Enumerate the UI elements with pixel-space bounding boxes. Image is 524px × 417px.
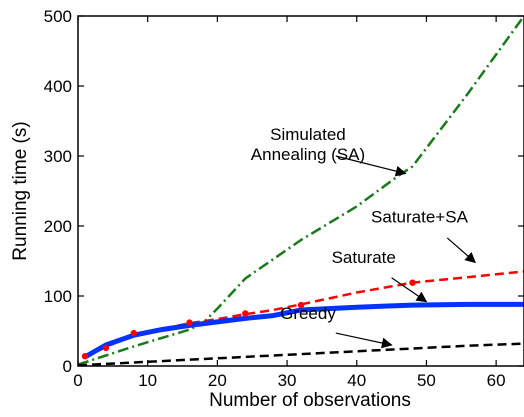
x-tick-label-30: 30 <box>278 371 297 390</box>
annotation-arrow-greedy <box>335 332 393 349</box>
annotation-label-greedy: Greedy <box>280 304 336 323</box>
x-axis-label: Number of observations <box>209 390 411 411</box>
x-tick-label-10: 10 <box>138 371 157 390</box>
x-tick-label-20: 20 <box>208 371 227 390</box>
marker-layer <box>81 279 416 360</box>
annotation-arrow-saturate-sa <box>446 237 477 264</box>
annotation-layer: Simulated Annealing (SA) Saturate+SA Satura… <box>251 125 477 349</box>
data-point-marker-6 <box>409 279 416 286</box>
annotation-label-saturate-sa: Saturate+SA <box>371 208 469 227</box>
y-tick-label-300: 300 <box>44 147 72 166</box>
x-tick-label-0: 0 <box>73 371 82 390</box>
series-line-greedy <box>77 342 524 367</box>
data-point-marker-2 <box>130 329 137 337</box>
y-tick-label-500: 500 <box>44 7 72 26</box>
annotation-arrow-simulated-annealing-sa <box>335 155 407 177</box>
plot-frame <box>77 15 524 367</box>
x-tick-label-40: 40 <box>347 371 366 390</box>
y-tick-label-100: 100 <box>44 287 72 306</box>
x-tick-label-60: 60 <box>487 371 506 390</box>
data-point-marker-0 <box>81 353 89 360</box>
data-point-marker-4 <box>242 310 249 317</box>
data-point-marker-1 <box>102 344 110 351</box>
series-line-simulated-annealing-sa <box>77 15 524 366</box>
x-tick-label-50: 50 <box>417 371 436 390</box>
y-tick-label-400: 400 <box>44 77 72 96</box>
annotation-arrow-saturate <box>391 277 428 303</box>
data-point-marker-5 <box>297 301 305 309</box>
y-axis-label: Running time (s) <box>10 121 31 260</box>
y-tick-label-200: 200 <box>44 217 72 236</box>
axis-layer: 0 10 20 30 40 50 60 0 100 200 300 400 500 <box>44 7 524 390</box>
annotation-label-simulated-annealing-sa: Simulated Annealing (SA) <box>251 125 365 164</box>
y-tick-label-0: 0 <box>63 357 72 376</box>
data-point-marker-3 <box>186 319 193 326</box>
annotation-label-saturate: Saturate <box>332 248 396 267</box>
